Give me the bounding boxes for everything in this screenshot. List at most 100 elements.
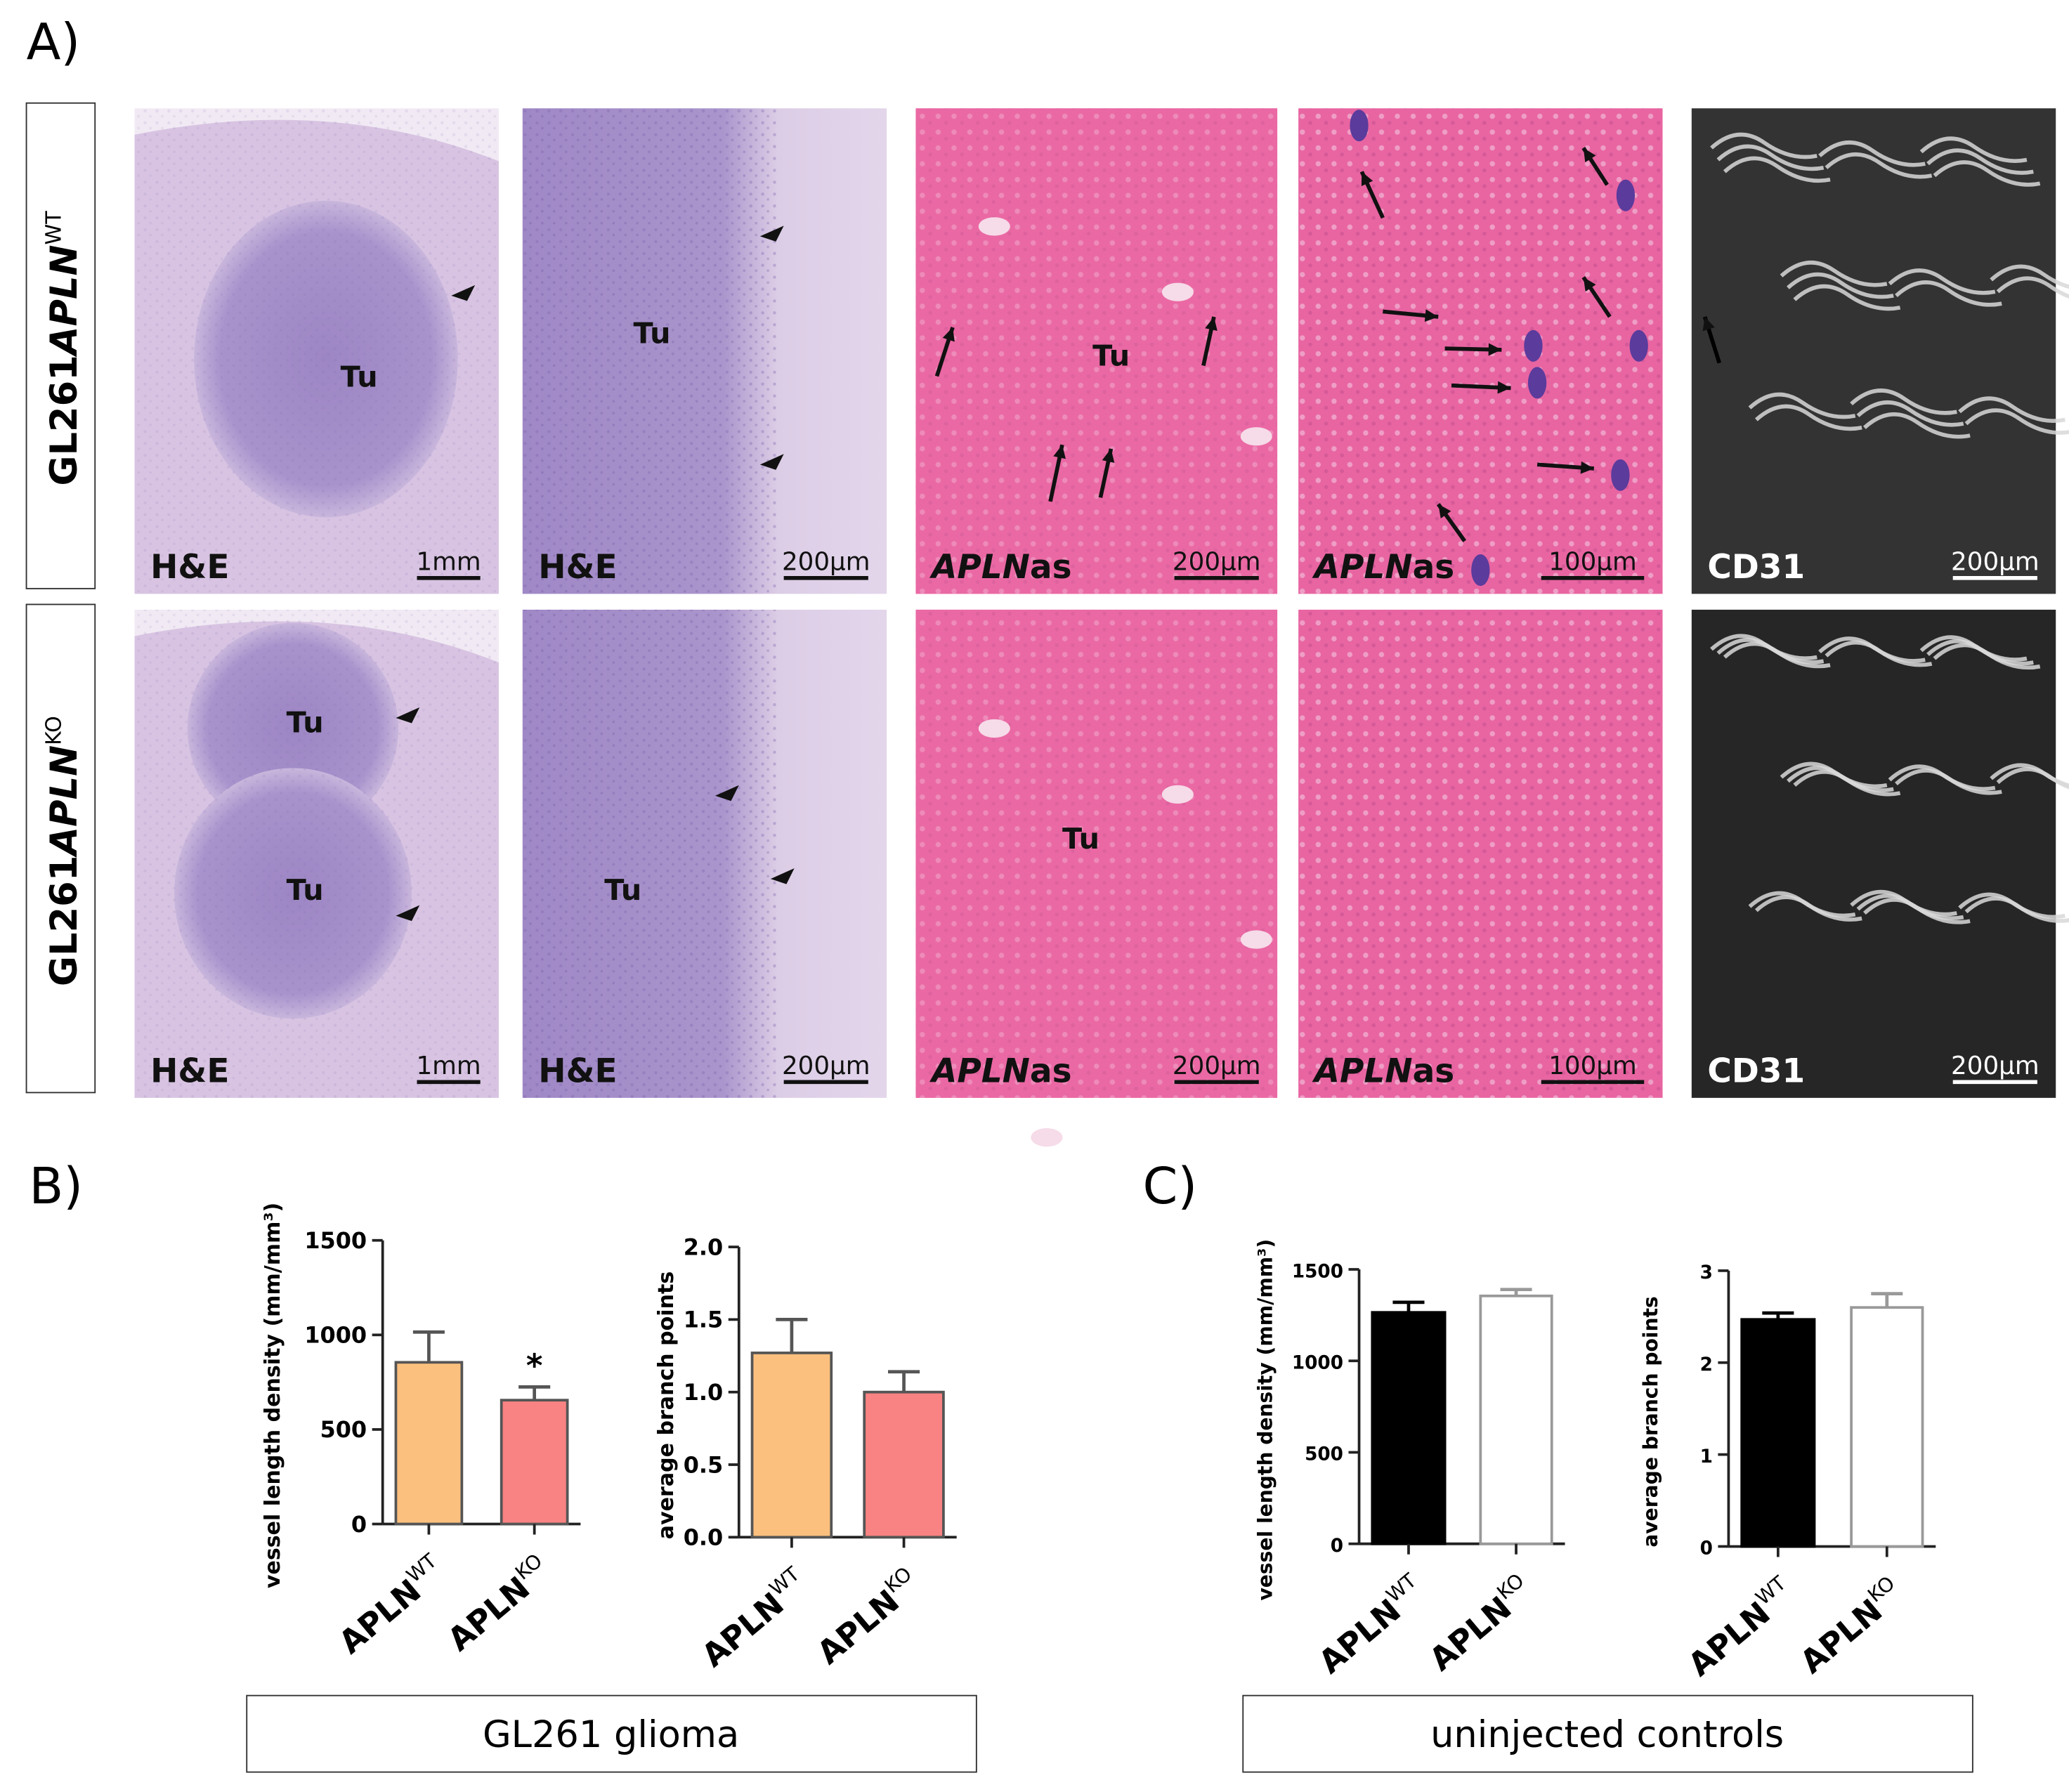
arrowhead: [1438, 504, 1451, 519]
y-tick-label: 0: [1331, 1536, 1343, 1557]
micrograph: [134, 609, 499, 1098]
y-tick-label: 2.0: [684, 1234, 724, 1260]
micrograph: [915, 609, 1278, 1147]
x-tick-label: APLNKO: [1420, 1569, 1539, 1678]
category-base: APLN: [810, 1583, 906, 1672]
significance: *: [526, 1347, 543, 1384]
arrowhead: [1583, 148, 1596, 163]
stain-label: APLNas: [1312, 1052, 1455, 1090]
stain-name: as: [1413, 548, 1455, 587]
y-tick-label: 1000: [1292, 1353, 1343, 1374]
vessel: [978, 217, 1010, 236]
arrowhead: [1580, 461, 1594, 474]
arrowhead: [1205, 316, 1218, 332]
arrowhead: [396, 707, 420, 724]
row-label: GL261APLNKO: [41, 716, 86, 986]
y-axis-label: vessel length density (mm/mm³): [261, 1203, 285, 1588]
vessel-stain: [1990, 264, 2069, 289]
texture: [134, 609, 499, 1098]
vessel-stain: [1710, 132, 1817, 159]
vessel: [1240, 930, 1272, 949]
y-tick-label: 3: [1700, 1262, 1713, 1283]
stain-label: H&E: [150, 548, 229, 587]
vessel-stain: [1919, 136, 2028, 163]
stain-gene: APLN: [1312, 1052, 1413, 1090]
panel-label: A): [27, 13, 81, 72]
x-tick-label: APLNWT: [329, 1549, 452, 1661]
stain-name: CD31: [1707, 1052, 1805, 1090]
category-base: APLN: [695, 1585, 791, 1674]
arrowhead: [770, 868, 795, 884]
vessel-stain: [1862, 412, 1971, 439]
vessel-stain: [1996, 767, 2069, 790]
stain-label: H&E: [538, 548, 617, 587]
bar: [1479, 1294, 1553, 1545]
vessel-stain: [1723, 156, 1831, 183]
vessel-stain: [1996, 276, 2069, 299]
bar: [394, 1361, 464, 1526]
scale-label: 200µm: [782, 1052, 870, 1080]
stain-name: as: [1030, 548, 1072, 587]
stained-cell: [1629, 329, 1648, 362]
tumor-label: Tu: [287, 706, 324, 740]
row-label-base: GL261: [43, 355, 86, 485]
y-tick-label: 1500: [304, 1227, 367, 1254]
y-tick-label: 500: [1305, 1444, 1343, 1465]
vessel-stain: [1895, 280, 2002, 307]
tumor-label: Tu: [604, 873, 641, 907]
category-base: APLN: [1422, 1589, 1518, 1678]
micrograph: [1691, 609, 2069, 1098]
vessel-stain: [1888, 268, 1996, 295]
scale-label: 100µm: [1548, 1052, 1637, 1080]
y-tick-label: 1.5: [684, 1307, 724, 1333]
stain-name: as: [1030, 1052, 1072, 1090]
bar: [750, 1352, 833, 1539]
texture: [134, 108, 499, 594]
scale-label: 200µm: [1173, 548, 1261, 577]
stain-gene: APLN: [929, 548, 1030, 587]
stain-label: H&E: [538, 1052, 617, 1090]
scale-label: 100µm: [1548, 548, 1637, 577]
row-label-box: [25, 102, 96, 589]
arrowhead: [1583, 277, 1596, 292]
stain-name: H&E: [150, 1052, 229, 1090]
stain-label: APLNas: [929, 548, 1072, 587]
vessel: [1240, 427, 1272, 446]
micrograph: [522, 108, 887, 594]
row-label-box: [25, 603, 96, 1094]
y-tick-label: 0.0: [684, 1524, 724, 1551]
stain-label: CD31: [1707, 548, 1805, 587]
texture: [522, 108, 778, 594]
arrowhead: [1361, 171, 1373, 187]
tumor-label: Tu: [634, 317, 671, 351]
stained-cell: [1527, 367, 1547, 399]
category-base: APLN: [1312, 1592, 1408, 1681]
stain-gene: APLN: [929, 1052, 1030, 1090]
vessel-stain: [1793, 284, 1901, 311]
texture: [522, 609, 778, 1098]
bar: [1371, 1311, 1447, 1545]
tissue: [1691, 609, 2056, 1098]
vessel: [1161, 785, 1194, 804]
stain-name: H&E: [150, 548, 229, 587]
texture: [915, 108, 1278, 594]
y-tick-label: 0.5: [684, 1451, 724, 1478]
y-axis-label: average branch points: [1639, 1296, 1662, 1547]
vessel-stain: [1787, 272, 1894, 299]
texture: [915, 609, 1278, 1098]
vessel-stain: [1862, 898, 1971, 924]
scale-label: 200µm: [1173, 1052, 1261, 1080]
vessel: [1161, 282, 1194, 301]
stain-gene: APLN: [1312, 548, 1413, 587]
arrowhead: [396, 905, 420, 922]
category-base: APLN: [1681, 1595, 1777, 1684]
micrograph: [1298, 609, 1663, 1098]
stain-name: H&E: [538, 548, 617, 587]
row-label-sup: KO: [41, 716, 66, 745]
stained-cell: [1524, 329, 1543, 362]
tumor-label: Tu: [341, 360, 378, 394]
x-tick-label: APLNWT: [693, 1562, 816, 1674]
category-base: APLN: [332, 1572, 428, 1661]
tumor-label: Tu: [1062, 822, 1099, 856]
caption-box: [1242, 1694, 1973, 1773]
